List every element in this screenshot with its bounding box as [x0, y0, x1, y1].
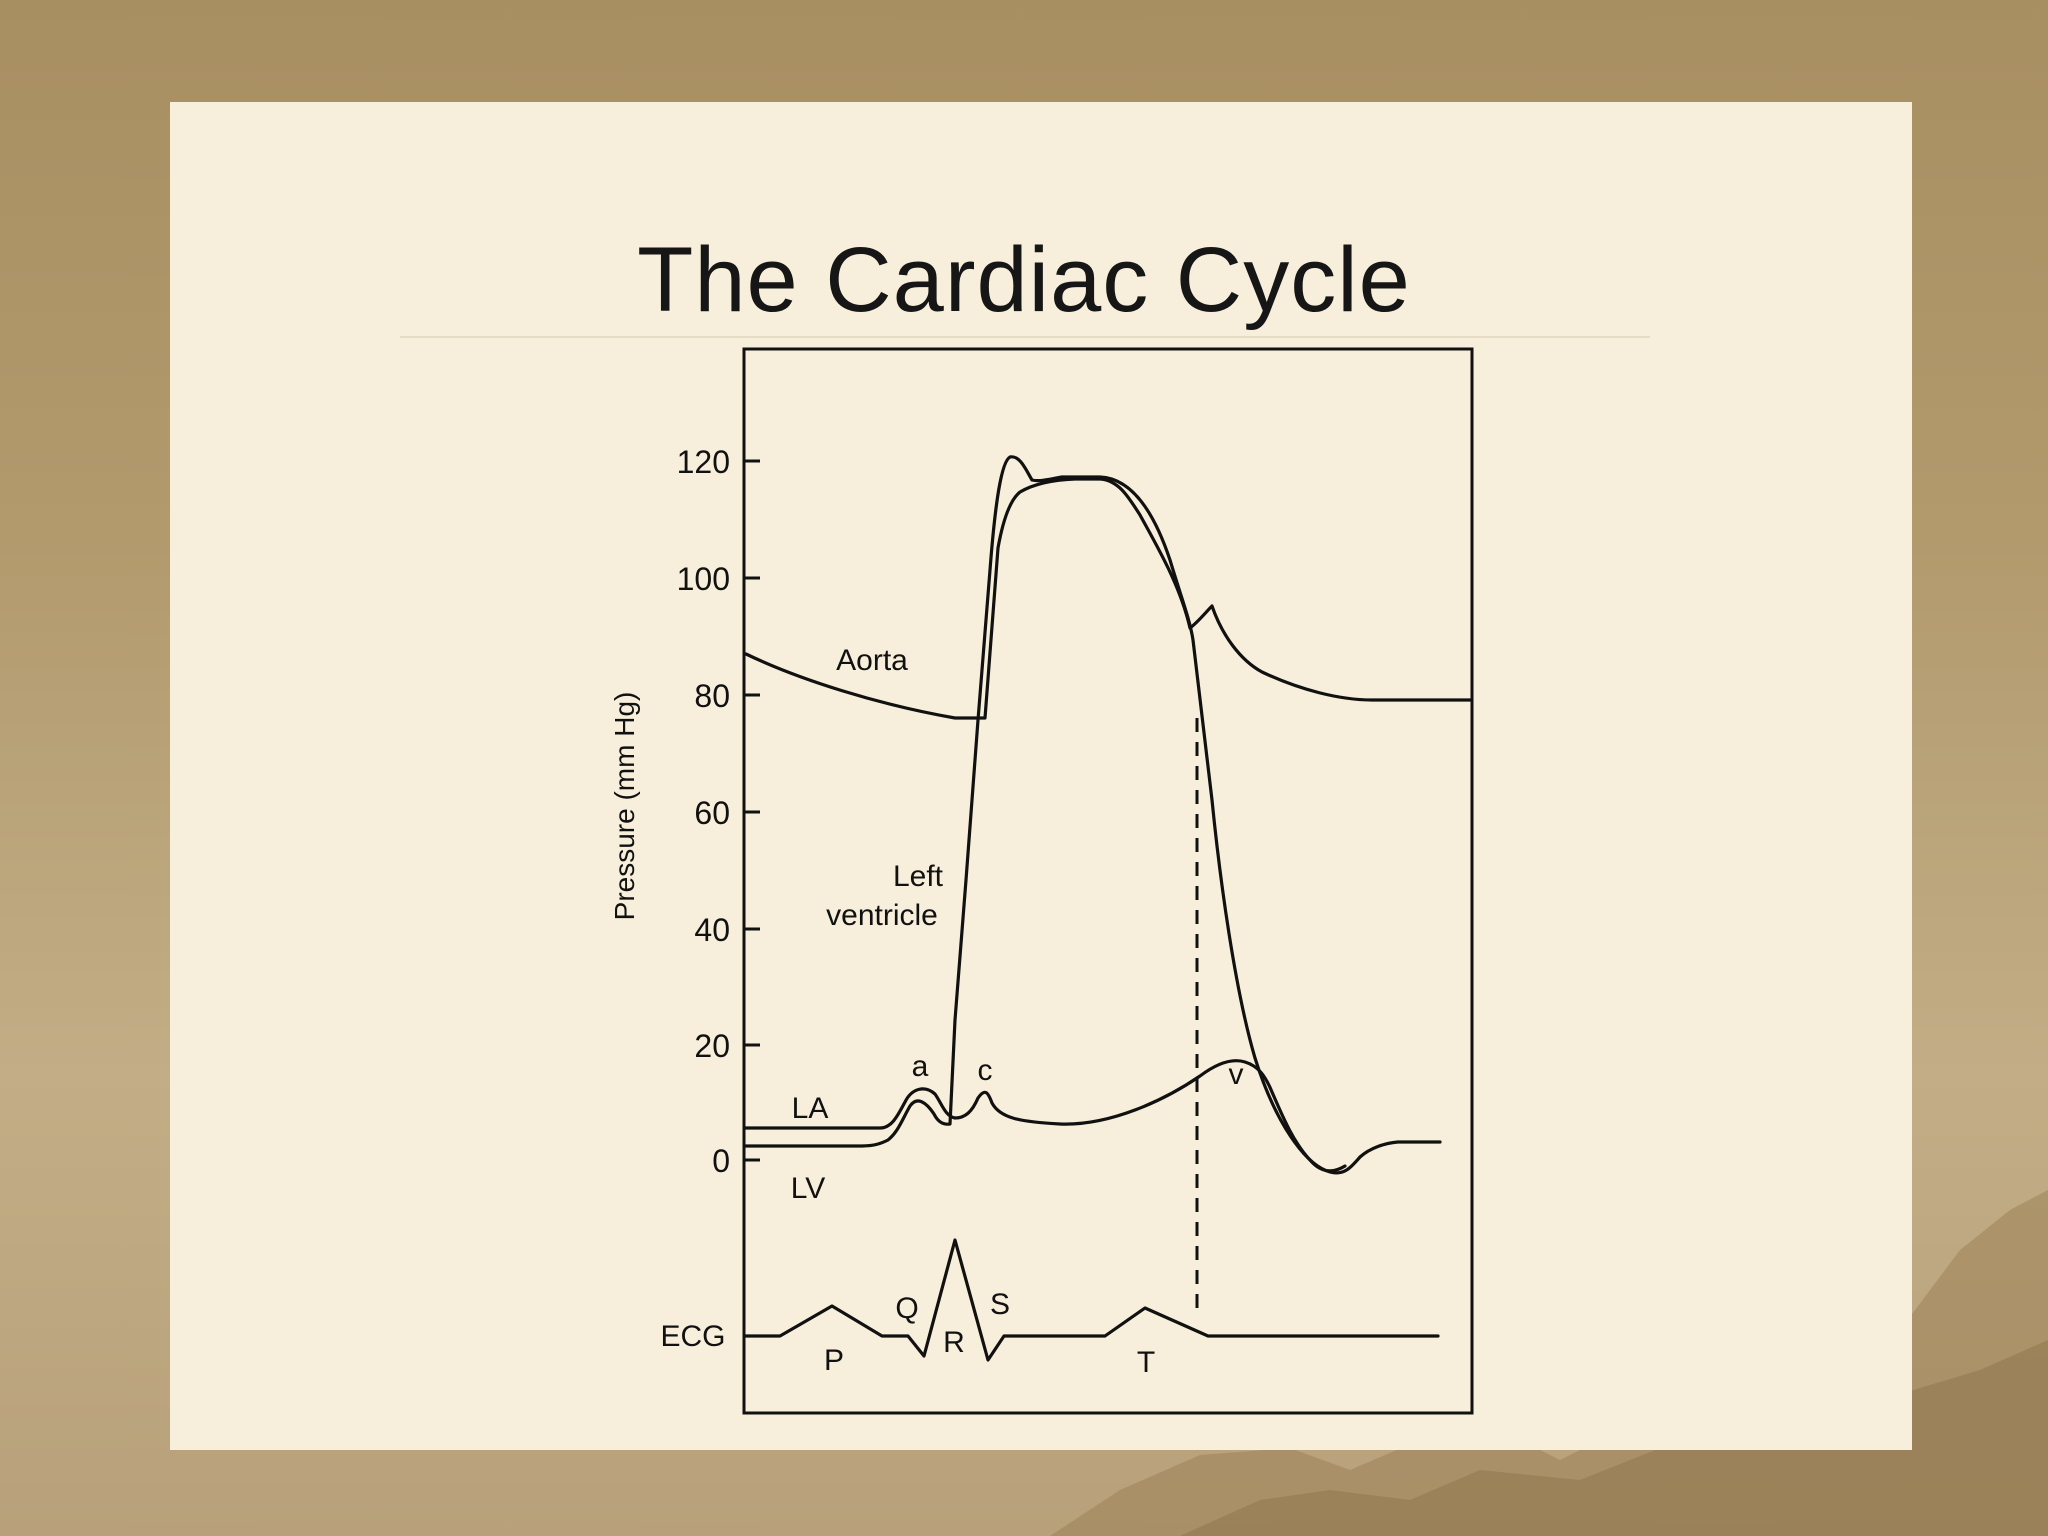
c-wave-label: c: [978, 1054, 993, 1087]
ecg-q-label: Q: [895, 1292, 918, 1325]
ecg-trace: [744, 1238, 1440, 1362]
y-axis-label: Pressure (mm Hg): [609, 692, 640, 921]
y-tick-label: 20: [694, 1028, 730, 1064]
left-ventricle-pressure-curve: [744, 455, 1442, 1175]
ecg-p-label: P: [824, 1344, 844, 1377]
plot-frame: [742, 347, 1474, 1415]
y-tick-label: 120: [677, 444, 730, 480]
v-wave-label: v: [1229, 1058, 1244, 1091]
left-ventricle-label-line2: ventricle: [826, 899, 938, 932]
ecg-label: ECG: [660, 1320, 725, 1353]
la-label: LA: [792, 1092, 829, 1125]
y-tick-label: 0: [712, 1143, 730, 1179]
ecg-r-label: R: [943, 1326, 965, 1359]
aorta-label: Aorta: [836, 644, 908, 677]
y-axis-ticks: [744, 459, 760, 1162]
left-atrium-pressure-curve: [744, 1059, 1347, 1173]
y-tick-label: 80: [694, 678, 730, 714]
ecg-t-label: T: [1137, 1346, 1155, 1379]
lv-label: LV: [791, 1172, 825, 1205]
y-tick-label: 40: [694, 912, 730, 948]
aorta-pressure-curve: [744, 477, 1472, 720]
content-panel: [170, 102, 1912, 1450]
slide-title: The Cardiac Cycle: [637, 229, 1411, 331]
left-ventricle-label-line1: Left: [893, 860, 944, 893]
y-tick-label: 100: [677, 561, 730, 597]
ecg-s-label: S: [990, 1288, 1010, 1321]
y-tick-label: 60: [694, 795, 730, 831]
a-wave-label: a: [912, 1050, 929, 1083]
